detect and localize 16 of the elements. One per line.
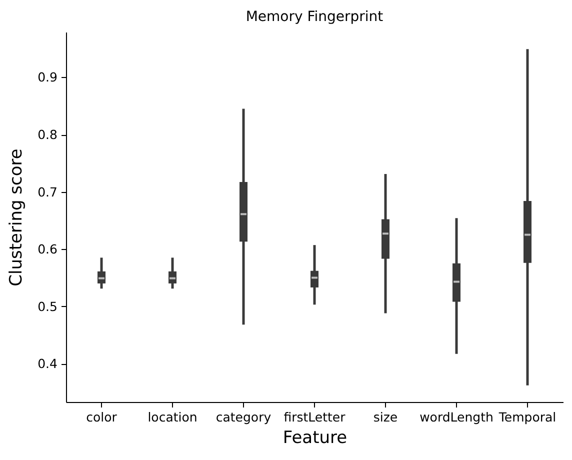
x-tick-label: color <box>86 410 118 424</box>
x-tick-label: location <box>148 410 198 424</box>
y-tick-label: 0.7 <box>38 184 58 200</box>
y-tick-label: 0.6 <box>38 242 58 257</box>
y-axis-title: Clustering score <box>6 148 27 286</box>
x-tick-label: firstLetter <box>284 410 346 424</box>
x-tick-label: category <box>216 410 272 424</box>
y-tick-label: 0.5 <box>38 298 58 314</box>
y-tick-label: 0.9 <box>38 70 58 85</box>
y-tick-label: 0.8 <box>38 127 58 142</box>
x-axis-title: Feature <box>282 428 348 448</box>
x-tick-label: wordLength <box>420 410 494 424</box>
x-tick-label: Temporal <box>498 410 556 424</box>
y-tick-label: 0.4 <box>38 356 58 372</box>
x-tick-label: size <box>373 410 398 424</box>
chart-title: Memory Fingerprint <box>246 9 384 25</box>
